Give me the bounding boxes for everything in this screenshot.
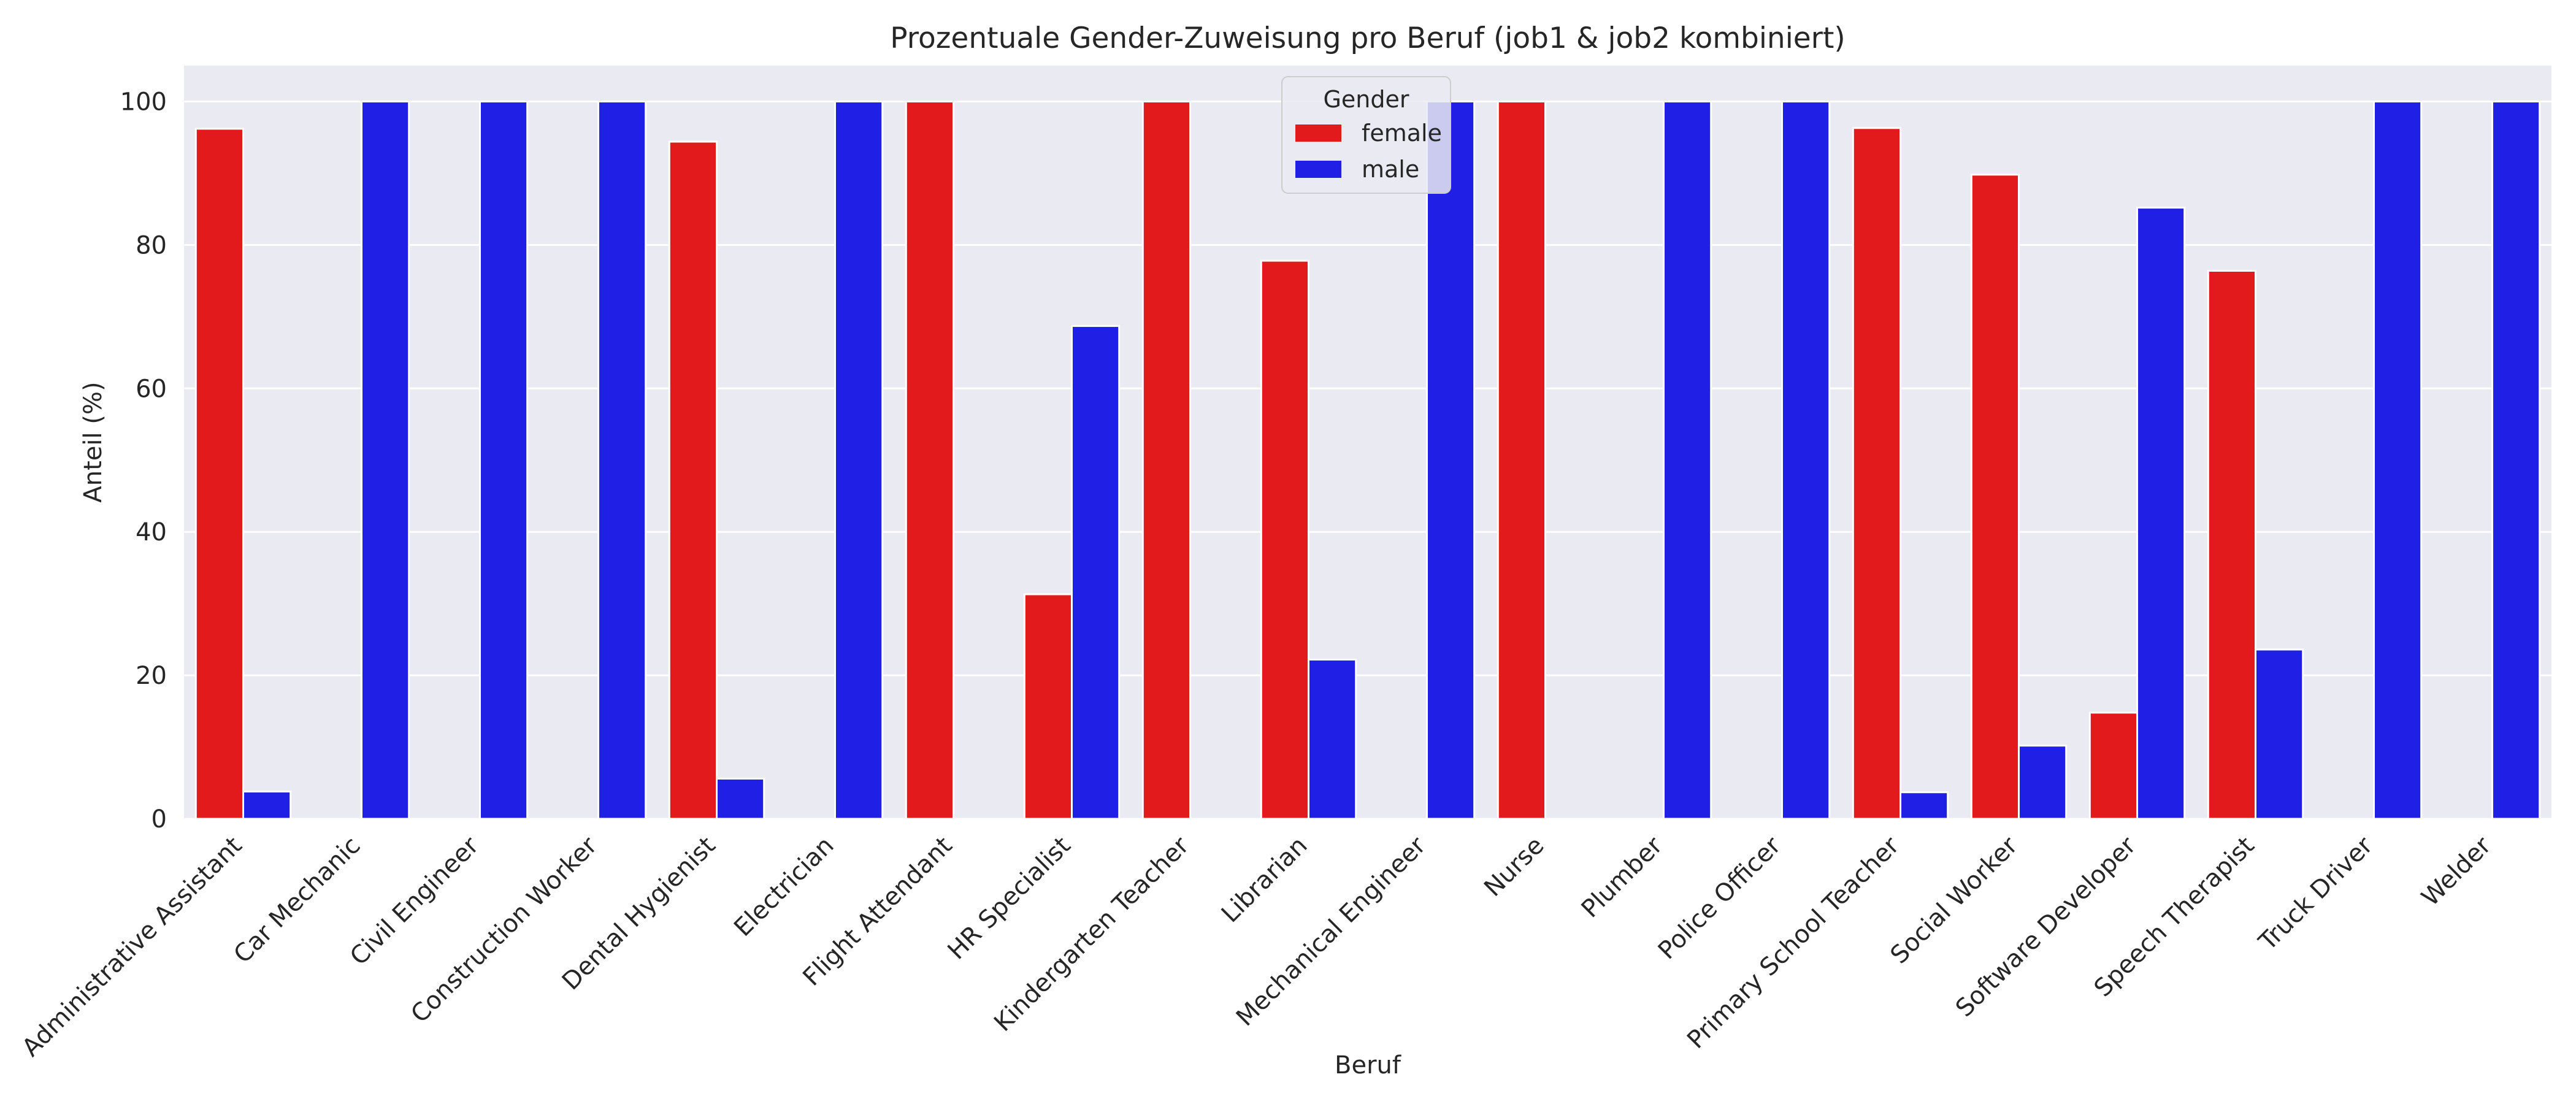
- bar-male: [2373, 100, 2423, 820]
- legend-label-male: male: [1362, 156, 1419, 183]
- x-tick-label: Administrative Assistant: [17, 832, 247, 1062]
- bar-male: [2255, 648, 2304, 820]
- legend-swatch-male: [1295, 161, 1341, 178]
- x-tick-label: Car Mechanic: [228, 832, 366, 969]
- y-tick-label: 0: [151, 805, 167, 834]
- bar-female: [1852, 127, 1902, 820]
- y-tick-label: 100: [120, 88, 167, 116]
- y-tick-label: 60: [136, 375, 167, 403]
- x-tick-label: Primary School Teacher: [1682, 831, 1905, 1054]
- bar-male: [1781, 100, 1831, 820]
- x-tick-label: Mechanical Engineer: [1231, 831, 1432, 1032]
- bar-female: [1970, 174, 2020, 820]
- y-axis-label: Anteil (%): [79, 381, 107, 502]
- bar-female: [2088, 711, 2139, 820]
- bar-female: [905, 100, 955, 820]
- legend-title: Gender: [1323, 86, 1409, 113]
- bar-female: [2207, 269, 2257, 820]
- x-tick-label: Librarian: [1216, 832, 1313, 929]
- legend-swatch-female: [1295, 125, 1341, 142]
- bar-male: [716, 778, 765, 820]
- x-tick-label: Social Worker: [1885, 831, 2023, 969]
- x-tick-label: Police Officer: [1653, 831, 1787, 965]
- x-tick-label: Plumber: [1576, 831, 1668, 923]
- bar-female: [668, 140, 718, 820]
- chart-title: Prozentuale Gender-Zuweisung pro Beruf (…: [890, 21, 1846, 55]
- bar-female: [1497, 100, 1547, 820]
- bar-female: [194, 128, 244, 820]
- bar-female: [1141, 100, 1192, 820]
- bar-male: [597, 100, 647, 820]
- legend-label-female: female: [1362, 120, 1442, 147]
- bar-male: [1899, 791, 1949, 820]
- bar-male: [242, 791, 292, 820]
- bar-male: [1308, 658, 1357, 820]
- bar-male: [2491, 100, 2541, 820]
- legend-items: female male: [1295, 120, 1442, 183]
- bar-male: [479, 100, 529, 820]
- bars: [194, 100, 2541, 820]
- x-axis-label: Beruf: [1335, 1051, 1401, 1079]
- bar-female: [1023, 593, 1073, 820]
- y-tick-label: 40: [136, 518, 167, 546]
- x-tick-label: Nurse: [1479, 832, 1549, 902]
- bar-female: [1260, 259, 1310, 820]
- x-tick-label: Electrician: [729, 832, 839, 942]
- y-tick-labels: 0 20 40 60 80 100: [120, 88, 167, 834]
- bar-male: [834, 100, 884, 820]
- x-tick-label: Truck Driver: [2253, 831, 2379, 956]
- bar-male: [2018, 745, 2068, 820]
- x-tick-label: HR Specialist: [943, 832, 1076, 965]
- x-tick-label: Welder: [2416, 831, 2496, 911]
- y-tick-label: 20: [136, 662, 167, 690]
- bar-male: [1426, 100, 1476, 820]
- bar-male: [1071, 325, 1121, 820]
- legend: Gender female male: [1281, 76, 1451, 194]
- y-tick-label: 80: [136, 231, 167, 259]
- bar-male: [1663, 100, 1712, 820]
- bar-male: [2136, 207, 2186, 820]
- x-tick-label: Kindergarten Teacher: [989, 831, 1195, 1037]
- bar-male: [361, 100, 410, 820]
